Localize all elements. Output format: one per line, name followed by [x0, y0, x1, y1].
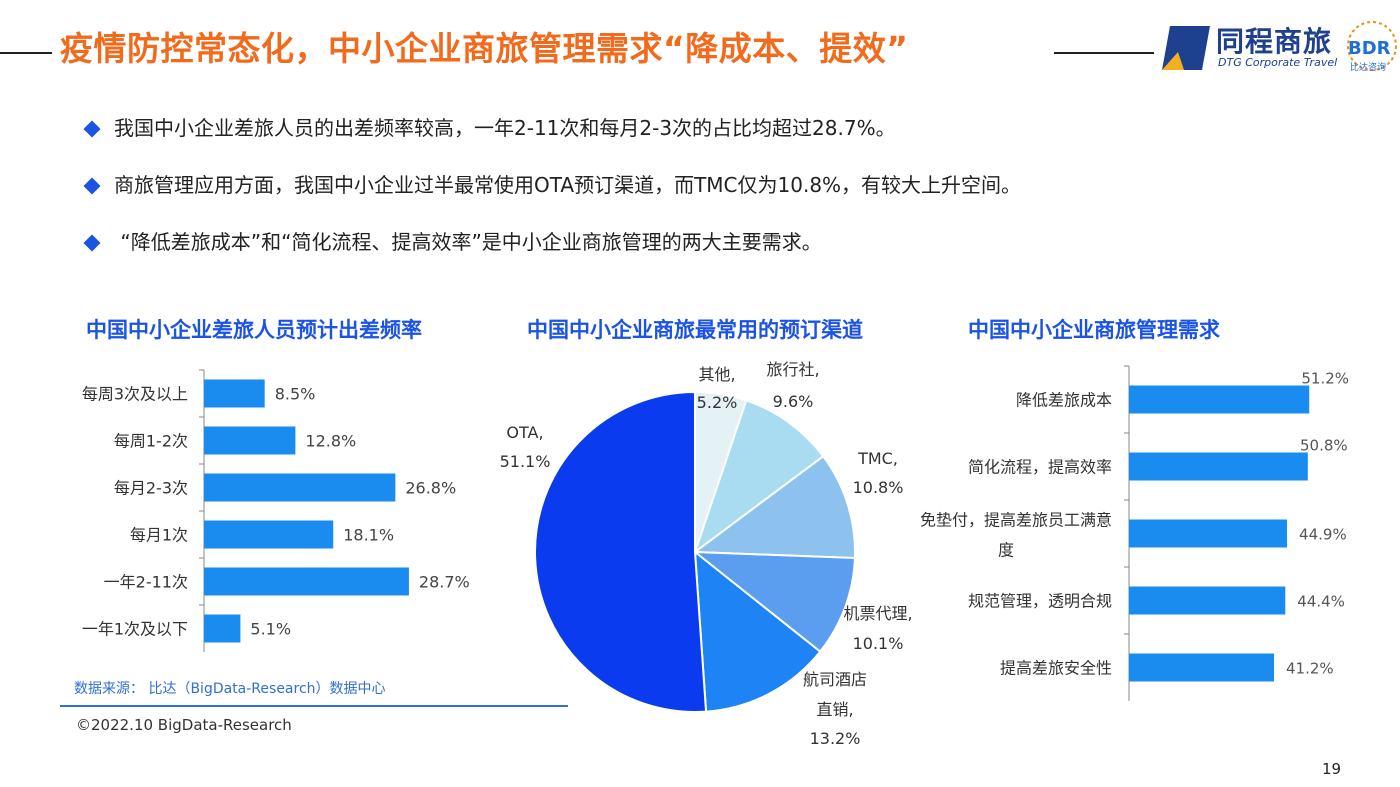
slice-label: OTA,	[506, 423, 543, 442]
category-label: 简化流程，提高效率	[968, 458, 1112, 477]
title-rule-right	[1054, 52, 1154, 54]
slice-value-label: 51.1%	[500, 452, 551, 471]
category-label: 度	[998, 541, 1014, 560]
frequency-bar-chart: 每周3次及以上 8.5% 每周1-2次 12.8% 每月2-3次 26.8% 每月1次 18.…	[82, 369, 470, 652]
category-label: 降低差旅成本	[1016, 391, 1112, 410]
channel-pie-chart: 其他, 5.2% 旅行社, 9.6% TMC, 10.8% 机票代理, 10.1% 航司酒店直销…	[500, 360, 913, 748]
pie-slice	[691, 550, 856, 654]
value-label: 28.7%	[419, 573, 470, 592]
diamond-bullet-icon	[83, 120, 101, 137]
bar	[1129, 586, 1286, 615]
bar	[204, 379, 265, 408]
value-label: 12.8%	[305, 432, 356, 451]
bdr-subtitle: 比达咨询	[1350, 61, 1386, 73]
source-divider	[60, 705, 568, 707]
bullet-text: 我国中小企业差旅人员的出差频率较高，一年2-11次和每月2-3次的占比均超过28…	[114, 116, 896, 140]
page-number: 19	[1322, 760, 1342, 778]
bullet-item: 我国中小企业差旅人员的出差频率较高，一年2-11次和每月2-3次的占比均超过28…	[83, 112, 1021, 169]
pie-slice	[534, 390, 708, 713]
logo-subtitle: DTG Corporate Travel	[1218, 56, 1338, 69]
category-label: 每周3次及以上	[82, 385, 188, 404]
category-label: 每月2-3次	[114, 479, 188, 498]
value-label: 18.1%	[343, 526, 394, 545]
slice-label: TMC,	[857, 449, 898, 468]
value-label: 44.4%	[1297, 593, 1345, 611]
value-label: 50.8%	[1300, 437, 1348, 455]
bdr-logo-icon: BDR 比达咨询	[1347, 21, 1397, 73]
bdr-mark: BDR	[1348, 38, 1391, 59]
category-label: 免垫付，提高差旅员工满意	[920, 511, 1112, 530]
bullet-text: “降低差旅成本”和“简化流程、提高效率”是中小企业商旅管理的两大主要需求。	[114, 230, 822, 254]
category-label: 每周1-2次	[114, 432, 188, 451]
category-label: 规范管理，透明合规	[968, 592, 1112, 611]
slice-label: 旅行社,	[766, 360, 819, 379]
chart-title-channel: 中国中小企业商旅最常用的预订渠道	[527, 318, 863, 342]
summary-bullets: 我国中小企业差旅人员的出差频率较高，一年2-11次和每月2-3次的占比均超过28…	[83, 112, 1022, 283]
diamond-bullet-icon	[83, 177, 101, 194]
value-label: 5.1%	[250, 620, 291, 639]
bar	[204, 426, 296, 455]
data-source: 数据来源： 比达（BigData-Research）数据中心	[74, 681, 386, 697]
bullet-text: 商旅管理应用方面，我国中小企业过半最常使用OTA预订渠道，而TMC仅为10.8%…	[114, 173, 1022, 197]
category-label: 一年1次及以下	[82, 620, 188, 639]
value-label: 26.8%	[405, 479, 456, 498]
slice-value-label: 10.1%	[853, 634, 904, 653]
chart-title-frequency: 中国中小企业差旅人员预计出差频率	[86, 318, 422, 342]
slice-label: 其他,	[698, 365, 735, 384]
tongcheng-logo-icon	[1162, 26, 1210, 70]
value-label: 8.5%	[275, 385, 316, 404]
bar	[1129, 452, 1308, 481]
logo-name: 同程商旅	[1216, 25, 1333, 58]
title-rule-left	[0, 52, 52, 54]
slice-label: 机票代理,	[843, 604, 912, 623]
slice-label: 航司酒店	[803, 670, 867, 689]
pie-slice	[692, 454, 856, 560]
category-label: 每月1次	[130, 526, 188, 545]
diamond-bullet-icon	[83, 234, 101, 251]
slice-value-label: 13.2%	[810, 729, 861, 748]
category-label: 一年2-11次	[104, 573, 188, 592]
slice-value-label: 5.2%	[697, 393, 738, 412]
value-label: 44.9%	[1299, 526, 1347, 544]
page-title: 疫情防控常态化，中小企业商旅管理需求“降成本、提效”	[60, 29, 909, 68]
bullet-item: 商旅管理应用方面，我国中小企业过半最常使用OTA预订渠道，而TMC仅为10.8%…	[83, 169, 1022, 226]
bar	[204, 473, 396, 502]
value-label: 41.2%	[1286, 660, 1334, 678]
bar	[1129, 385, 1310, 414]
category-label: 提高差旅安全性	[1000, 659, 1112, 678]
value-label: 51.2%	[1301, 370, 1349, 388]
bar	[204, 614, 241, 643]
bar	[204, 520, 334, 549]
slice-label: 直销,	[816, 700, 853, 719]
slice-value-label: 9.6%	[773, 392, 814, 411]
company-logo: 同程商旅 DTG Corporate Travel BDR 比达咨询	[1158, 18, 1398, 78]
bar	[204, 567, 409, 596]
copyright: ©2022.10 BigData-Research	[76, 716, 292, 734]
bar	[1129, 519, 1288, 548]
bar	[1129, 653, 1275, 682]
bullet-item: “降低差旅成本”和“简化流程、提高效率”是中小企业商旅管理的两大主要需求。	[83, 226, 1021, 283]
chart-title-needs: 中国中小企业商旅管理需求	[968, 318, 1220, 342]
slice-value-label: 10.8%	[853, 478, 904, 497]
pie-slice	[693, 549, 822, 713]
pie-slice	[693, 399, 825, 555]
